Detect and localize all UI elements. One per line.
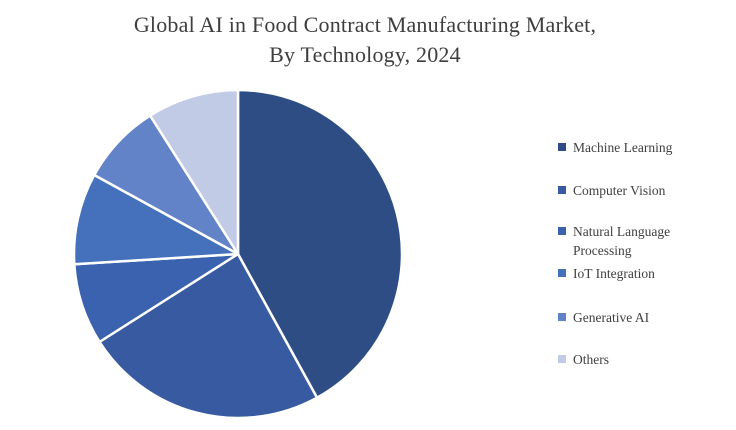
legend-item-others: Others (558, 350, 695, 369)
pie-slice-others (148, 88, 240, 256)
legend-swatch-icon (558, 355, 566, 363)
legend-label: Others (573, 352, 609, 367)
legend-label: Generative AI (573, 310, 650, 325)
legend-label: Computer Vision (573, 183, 666, 198)
pie-slice-computer-vision (98, 252, 319, 420)
legend-label: Natural Language Processing (573, 224, 671, 258)
legend-item-natural-language-processing: Natural Language Processing (558, 222, 695, 260)
legend-label: Machine Learning (573, 140, 673, 155)
legend-swatch-icon (558, 143, 566, 151)
legend-item-generative-ai: Generative AI (558, 308, 695, 327)
pie-slice-iot-integration (72, 173, 240, 266)
chart-title-line1: Global AI in Food Contract Manufacturing… (133, 12, 597, 37)
legend-item-machine-learning: Machine Learning (558, 138, 695, 157)
legend-item-iot-integration: IoT Integration (558, 264, 695, 283)
legend-swatch-icon (558, 313, 566, 321)
legend-label: IoT Integration (573, 266, 655, 281)
legend-swatch-icon (558, 227, 566, 235)
chart-title-line2: By Technology, 2024 (269, 42, 461, 67)
chart-title: Global AI in Food Contract Manufacturing… (0, 10, 730, 70)
pie-slice-machine-learning (236, 88, 404, 399)
legend-item-computer-vision: Computer Vision (558, 181, 695, 200)
legend-swatch-icon (558, 186, 566, 194)
legend-swatch-icon (558, 269, 566, 277)
